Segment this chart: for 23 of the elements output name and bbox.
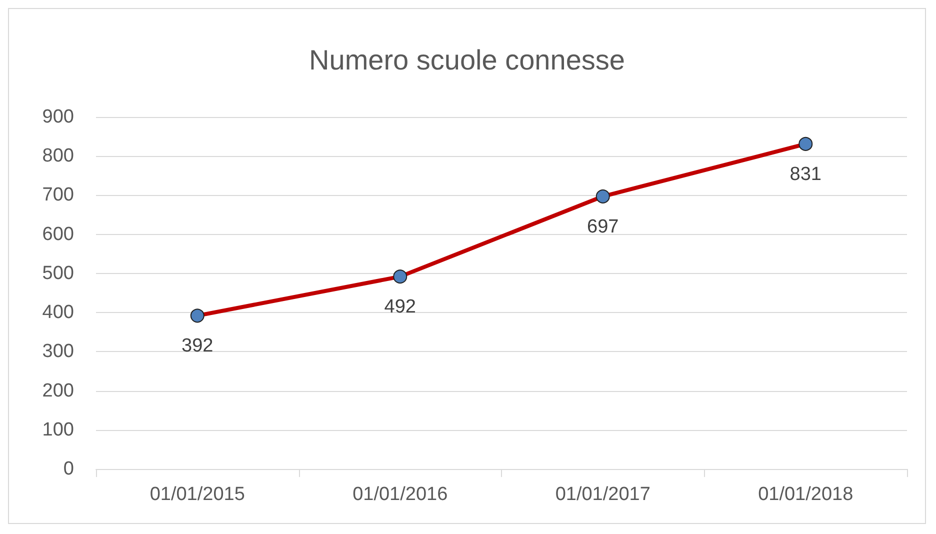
data-label: 492 bbox=[384, 296, 416, 318]
data-label: 831 bbox=[790, 164, 822, 185]
y-tick-label: 500 bbox=[42, 262, 74, 284]
y-tick-label: 800 bbox=[42, 146, 74, 167]
data-label: 392 bbox=[182, 336, 214, 357]
point bbox=[798, 136, 813, 151]
y-tick-label: 600 bbox=[42, 224, 74, 245]
y-tick-label: 400 bbox=[42, 302, 74, 324]
x-tick-label: 01/01/2016 bbox=[352, 484, 448, 505]
point bbox=[393, 270, 408, 284]
x-tick-label: 01/01/2015 bbox=[150, 484, 245, 505]
y-tick-label: 300 bbox=[42, 341, 74, 362]
point bbox=[596, 189, 610, 204]
y-tick-label: 0 bbox=[63, 458, 74, 480]
y-tick-label: 200 bbox=[42, 380, 74, 402]
y-tick-label: 700 bbox=[42, 184, 74, 206]
x-tick-label: 01/01/2017 bbox=[555, 484, 650, 505]
data-label: 697 bbox=[587, 216, 619, 238]
y-tick-label: 900 bbox=[42, 106, 74, 128]
x-tick-label: 01/01/2018 bbox=[758, 484, 854, 505]
point bbox=[190, 308, 204, 323]
chart-title: Numero scuole connesse bbox=[309, 44, 625, 76]
y-tick-label: 100 bbox=[42, 419, 74, 440]
